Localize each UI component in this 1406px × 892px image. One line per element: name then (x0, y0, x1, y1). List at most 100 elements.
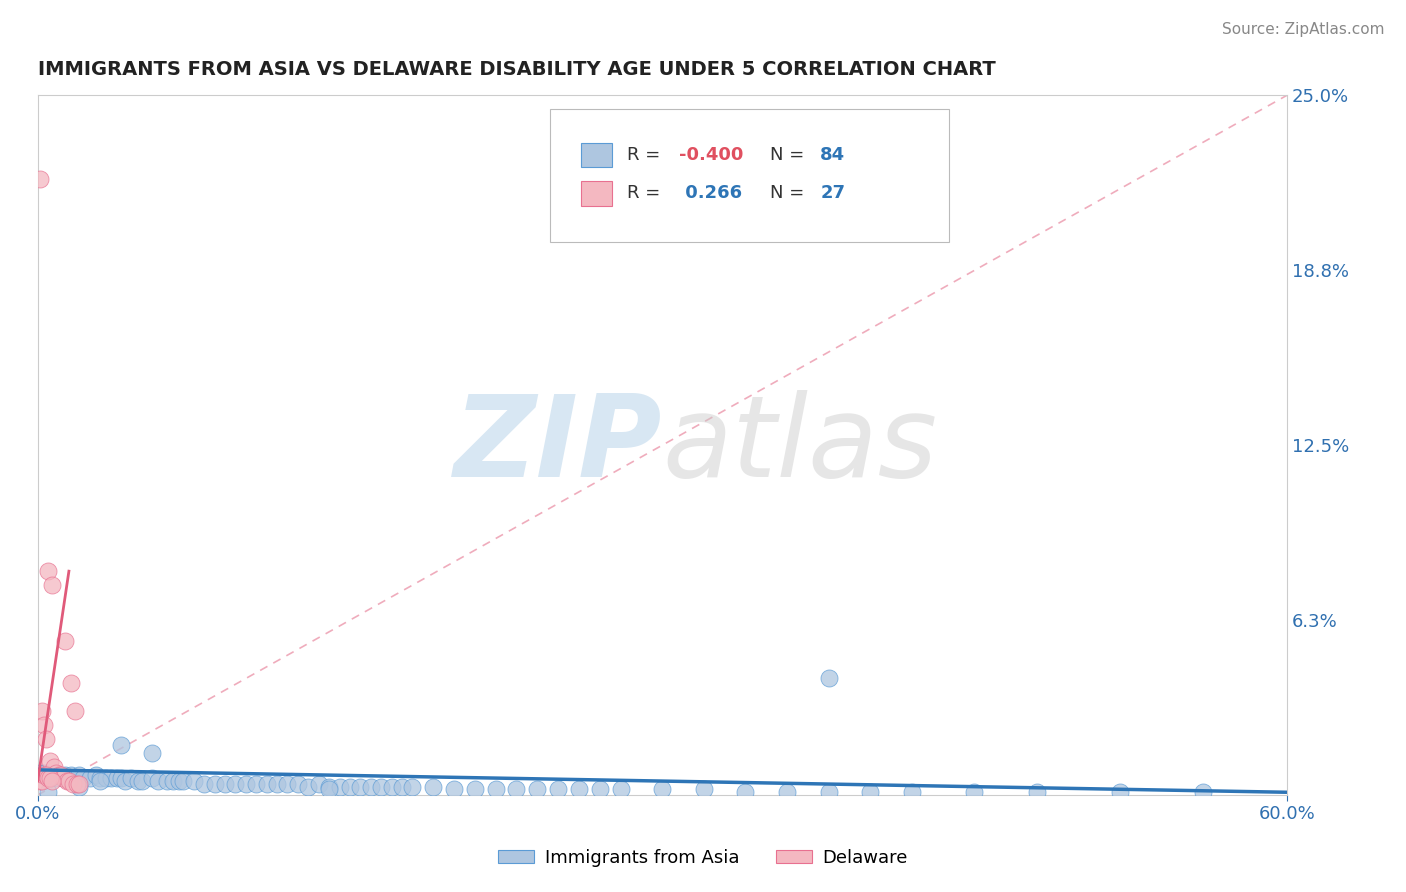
Point (131, 774, 153, 789)
Point (52, 772, 75, 786)
Point (53, 634, 76, 648)
Point (53, 768, 76, 782)
Point (127, 774, 149, 789)
Point (67, 780, 90, 794)
Point (35, 732, 58, 747)
Point (148, 774, 170, 789)
Point (141, 772, 163, 786)
Point (156, 774, 179, 789)
Legend: Immigrants from Asia, Delaware: Immigrants from Asia, Delaware (491, 842, 915, 874)
Point (41, 768, 63, 782)
Point (1025, 785, 1047, 799)
Point (44, 768, 66, 782)
Point (589, 782, 612, 797)
Point (464, 782, 486, 797)
Point (48, 768, 70, 782)
Point (96, 772, 118, 786)
Point (31, 774, 53, 789)
Point (443, 782, 465, 797)
Point (59, 768, 82, 782)
Point (204, 777, 226, 791)
Point (266, 777, 288, 791)
Point (328, 780, 350, 794)
Point (72, 772, 94, 786)
Text: 27: 27 (820, 185, 845, 202)
Point (35, 768, 58, 782)
Text: -0.400: -0.400 (679, 146, 744, 164)
Point (963, 785, 986, 799)
Point (360, 780, 382, 794)
Point (609, 782, 631, 797)
Point (32, 768, 55, 782)
Point (381, 780, 404, 794)
Point (45, 765, 67, 780)
Point (37, 785, 59, 799)
Point (28, 774, 51, 789)
Point (693, 782, 716, 797)
Text: ZIP: ZIP (454, 390, 662, 500)
Point (28, 765, 51, 780)
Point (84, 768, 107, 782)
Point (505, 782, 527, 797)
Point (37, 772, 59, 786)
Text: N =: N = (770, 185, 810, 202)
Point (39, 772, 62, 786)
Point (35, 768, 58, 782)
Text: R =: R = (627, 185, 665, 202)
Point (422, 780, 444, 794)
Point (547, 782, 569, 797)
Point (120, 772, 142, 786)
Point (41, 774, 63, 789)
Point (349, 780, 371, 794)
Point (339, 780, 361, 794)
Point (49, 768, 72, 782)
Point (817, 671, 839, 685)
Point (193, 777, 215, 791)
Point (37, 564, 59, 578)
Point (235, 777, 257, 791)
Point (485, 782, 508, 797)
Point (67, 768, 90, 782)
Point (245, 777, 267, 791)
Text: Source: ZipAtlas.com: Source: ZipAtlas.com (1222, 22, 1385, 37)
Point (391, 780, 413, 794)
Point (39, 772, 62, 786)
Point (401, 780, 423, 794)
Point (28, 172, 51, 186)
Point (901, 785, 924, 799)
Point (167, 774, 190, 789)
Point (308, 777, 330, 791)
Point (162, 774, 184, 789)
Point (734, 785, 756, 799)
Point (39, 755, 62, 769)
Point (114, 774, 136, 789)
Point (370, 780, 392, 794)
Text: N =: N = (770, 146, 810, 164)
Point (1192, 785, 1215, 799)
Point (32, 765, 55, 780)
Point (52, 772, 75, 786)
Point (63, 704, 86, 718)
Point (172, 774, 194, 789)
Point (276, 777, 298, 791)
Point (859, 785, 882, 799)
Point (256, 777, 278, 791)
Point (31, 704, 53, 718)
Point (79, 772, 101, 786)
Point (110, 738, 132, 752)
Point (58, 772, 80, 786)
Text: 0.266: 0.266 (679, 185, 742, 202)
FancyBboxPatch shape (581, 181, 612, 206)
Point (224, 777, 246, 791)
Point (89, 774, 111, 789)
Point (63, 772, 86, 786)
Point (100, 772, 122, 786)
FancyBboxPatch shape (581, 143, 612, 167)
Point (44, 760, 66, 774)
Point (287, 777, 309, 791)
Text: IMMIGRANTS FROM ASIA VS DELAWARE DISABILITY AGE UNDER 5 CORRELATION CHART: IMMIGRANTS FROM ASIA VS DELAWARE DISABIL… (38, 60, 995, 78)
Point (110, 772, 132, 786)
Point (59, 676, 82, 690)
Point (141, 746, 163, 760)
Point (568, 782, 591, 797)
